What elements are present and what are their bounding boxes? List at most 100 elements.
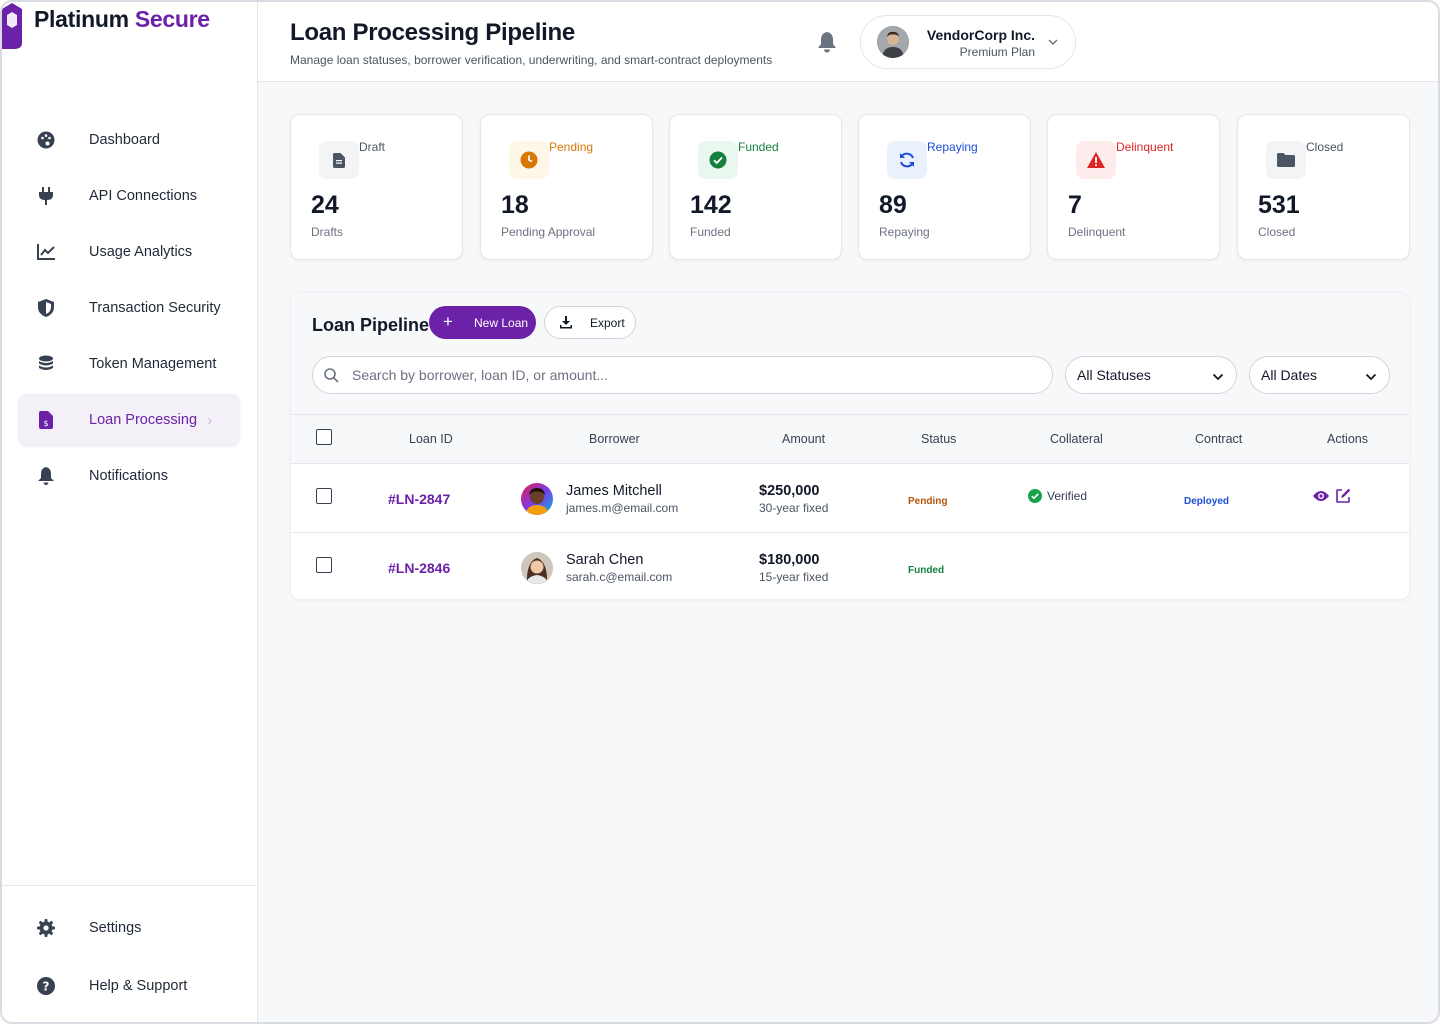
status-badge: Funded xyxy=(908,565,945,576)
sidebar-item-token-management[interactable]: Token Management xyxy=(18,338,240,390)
stat-tag: Closed xyxy=(1306,140,1344,154)
sidebar-item-label: API Connections xyxy=(89,188,198,204)
table-row[interactable]: #LN-2847 James Mitchell james.m@email.co… xyxy=(291,464,1409,533)
stat-card-delinquent[interactable]: Delinquent 7 Delinquent xyxy=(1047,114,1220,260)
account-plan: Premium Plan xyxy=(959,45,1035,59)
sidebar-item-label: Settings xyxy=(89,920,142,936)
chevron-right-icon: › xyxy=(207,412,212,428)
shield-icon xyxy=(36,298,56,318)
chevron-down-icon xyxy=(1365,370,1377,382)
check-circle-icon xyxy=(1028,489,1042,503)
sidebar-item-transaction-security[interactable]: Transaction Security xyxy=(18,282,240,334)
sidebar-footer: Settings ? Help & Support xyxy=(2,885,258,1022)
warning-icon xyxy=(1076,141,1116,179)
status-filter-select[interactable]: All Statuses xyxy=(1065,356,1237,394)
svg-text:$: $ xyxy=(43,419,48,428)
stat-label: Closed xyxy=(1258,225,1296,239)
new-loan-button[interactable]: + New Loan xyxy=(429,306,536,339)
new-loan-label: New Loan xyxy=(474,316,529,330)
plug-icon xyxy=(36,186,56,206)
loan-id-link[interactable]: #LN-2846 xyxy=(388,560,451,576)
column-header-status[interactable]: Status xyxy=(921,432,957,446)
sidebar-item-help-support[interactable]: ? Help & Support xyxy=(18,960,240,1012)
column-header-amount[interactable]: Amount xyxy=(782,432,826,446)
sidebar-item-usage-analytics[interactable]: Usage Analytics xyxy=(18,226,240,278)
column-header-collateral[interactable]: Collateral xyxy=(1050,432,1103,446)
sidebar-item-label: Token Management xyxy=(89,356,217,372)
chevron-down-icon xyxy=(1047,35,1059,47)
collateral-label: Verified xyxy=(1047,489,1088,503)
invoice-dollar-icon: $ xyxy=(36,410,56,430)
table-header: Loan ID Borrower Amount Status Collatera… xyxy=(291,415,1409,464)
stat-value: 89 xyxy=(879,191,907,219)
search-box[interactable] xyxy=(312,356,1053,394)
stat-tag: Funded xyxy=(738,140,779,154)
folder-icon xyxy=(1266,141,1306,179)
row-checkbox[interactable] xyxy=(316,488,332,504)
search-icon xyxy=(324,368,339,383)
stat-label: Drafts xyxy=(311,225,344,239)
download-icon xyxy=(560,316,572,329)
brand-name: Platinum Secure xyxy=(34,5,210,32)
date-filter-select[interactable]: All Dates xyxy=(1249,356,1390,394)
table-row[interactable]: #LN-2846 Sarah Chen sarah.c@email.com $1… xyxy=(291,533,1409,599)
borrower-name: Sarah Chen xyxy=(566,552,644,568)
stat-card-closed[interactable]: Closed 531 Closed xyxy=(1237,114,1410,260)
loan-pipeline-panel: Loan Pipeline + New Loan Export All Stat… xyxy=(290,292,1410,600)
view-eye-icon[interactable] xyxy=(1313,489,1329,505)
status-summary-cards: Draft 24 Drafts Pending 18 Pending Appro… xyxy=(290,114,1410,260)
sidebar-item-label: Transaction Security xyxy=(89,300,221,316)
stat-card-pending[interactable]: Pending 18 Pending Approval xyxy=(480,114,653,260)
column-header-loan-id[interactable]: Loan ID xyxy=(409,432,453,446)
sidebar-item-api-connections[interactable]: API Connections xyxy=(18,170,240,222)
page-subtitle: Manage loan statuses, borrower verificat… xyxy=(290,53,773,67)
sidebar-nav: Dashboard API Connections Usage Analytic… xyxy=(18,114,240,506)
sync-icon xyxy=(887,141,927,179)
top-header: Loan Processing Pipeline Manage loan sta… xyxy=(258,2,1438,82)
borrower-email: sarah.c@email.com xyxy=(566,570,673,584)
loan-term: 30-year fixed xyxy=(759,501,829,515)
stat-tag: Repaying xyxy=(927,140,978,154)
status-filter-value: All Statuses xyxy=(1077,367,1151,383)
stat-tag: Draft xyxy=(359,140,386,154)
column-header-contract[interactable]: Contract xyxy=(1195,432,1243,446)
pipeline-title: Loan Pipeline xyxy=(312,315,430,335)
stat-value: 24 xyxy=(311,191,339,219)
sidebar-item-settings[interactable]: Settings xyxy=(18,902,240,954)
export-label: Export xyxy=(590,316,625,330)
chevron-down-icon xyxy=(1212,370,1224,382)
sidebar-item-notifications[interactable]: Notifications xyxy=(18,450,240,502)
loan-term: 15-year fixed xyxy=(759,570,829,584)
sidebar-item-label: Help & Support xyxy=(89,978,188,994)
stat-card-funded[interactable]: Funded 142 Funded xyxy=(669,114,842,260)
stat-value: 142 xyxy=(690,191,732,219)
stat-card-draft[interactable]: Draft 24 Drafts xyxy=(290,114,463,260)
stat-tag: Delinquent xyxy=(1116,140,1174,154)
column-header-borrower[interactable]: Borrower xyxy=(589,432,640,446)
sidebar-item-dashboard[interactable]: Dashboard xyxy=(18,114,240,166)
check-circle-icon xyxy=(698,141,738,179)
export-button[interactable]: Export xyxy=(544,306,636,339)
loan-id-link[interactable]: #LN-2847 xyxy=(388,491,451,507)
file-icon xyxy=(319,141,359,179)
sidebar-item-loan-processing[interactable]: $ Loan Processing › xyxy=(18,394,240,446)
brand-logo[interactable]: Platinum Secure xyxy=(2,2,210,50)
stat-card-repaying[interactable]: Repaying 89 Repaying xyxy=(858,114,1031,260)
search-input[interactable] xyxy=(352,365,1032,385)
borrower-email: james.m@email.com xyxy=(566,501,679,515)
sidebar-item-label: Notifications xyxy=(89,468,168,484)
column-header-actions: Actions xyxy=(1327,432,1368,446)
question-circle-icon: ? xyxy=(36,976,56,996)
account-menu[interactable]: VendorCorp Inc. Premium Plan xyxy=(860,15,1076,69)
shield-logo-icon xyxy=(2,3,22,49)
row-checkbox[interactable] xyxy=(316,557,332,573)
stat-tag: Pending xyxy=(549,140,594,154)
sidebar-item-label: Dashboard xyxy=(89,132,160,148)
edit-icon[interactable] xyxy=(1336,488,1352,504)
notification-bell-icon[interactable] xyxy=(817,31,837,53)
line-chart-icon xyxy=(36,242,56,262)
coins-icon xyxy=(36,354,56,374)
select-all-checkbox[interactable] xyxy=(316,429,332,445)
account-name: VendorCorp Inc. xyxy=(926,27,1035,43)
